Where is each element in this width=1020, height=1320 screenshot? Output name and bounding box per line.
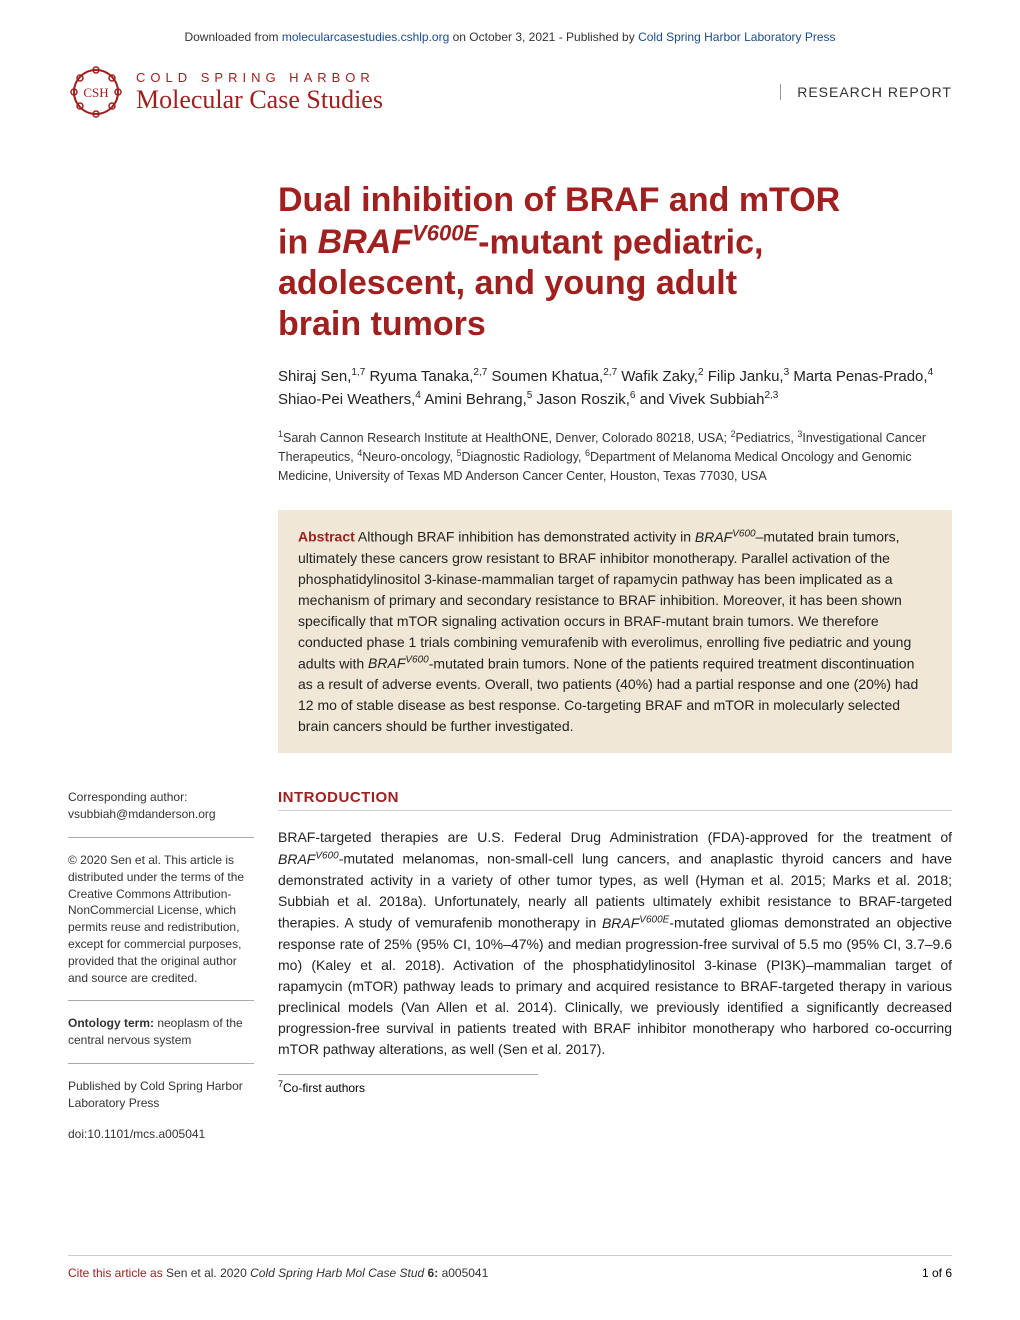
abstract-box: Abstract Although BRAF inhibition has de… bbox=[278, 510, 952, 753]
citation: Cite this article as Sen et al. 2020 Col… bbox=[68, 1266, 488, 1280]
corresponding-author: Corresponding author: vsubbiah@mdanderso… bbox=[68, 789, 254, 823]
introduction-heading: INTRODUCTION bbox=[278, 789, 952, 811]
journal-logo: CSH COLD SPRING HARBOR Molecular Case St… bbox=[68, 64, 383, 120]
page-header: CSH COLD SPRING HARBOR Molecular Case St… bbox=[68, 64, 952, 120]
copyright-notice: © 2020 Sen et al. This article is distri… bbox=[68, 852, 254, 986]
doi: doi:10.1101/mcs.a005041 bbox=[68, 1126, 254, 1143]
ontology-term: Ontology term: neoplasm of the central n… bbox=[68, 1015, 254, 1049]
introduction-body: BRAF-targeted therapies are U.S. Federal… bbox=[278, 827, 952, 1059]
report-type-label: RESEARCH REPORT bbox=[780, 84, 952, 100]
logo-text-top: COLD SPRING HARBOR bbox=[136, 70, 383, 85]
banner-prefix: Downloaded from bbox=[184, 30, 281, 44]
cofirst-authors-note: 7Co-first authors bbox=[278, 1074, 538, 1095]
published-by: Published by Cold Spring Harbor Laborato… bbox=[68, 1078, 254, 1112]
sidebar: Corresponding author: vsubbiah@mdanderso… bbox=[68, 789, 254, 1156]
article-title: Dual inhibition of BRAF and mTOR in BRAF… bbox=[278, 180, 952, 345]
csh-logo-icon: CSH bbox=[68, 64, 124, 120]
svg-text:CSH: CSH bbox=[83, 85, 108, 100]
page-number: 1 of 6 bbox=[922, 1266, 952, 1280]
abstract-label: Abstract bbox=[298, 529, 355, 545]
page-footer: Cite this article as Sen et al. 2020 Col… bbox=[68, 1255, 952, 1280]
banner-link-publisher[interactable]: Cold Spring Harbor Laboratory Press bbox=[638, 30, 835, 44]
logo-text-bottom: Molecular Case Studies bbox=[136, 85, 383, 115]
affiliations: 1Sarah Cannon Research Institute at Heal… bbox=[278, 428, 952, 487]
banner-middle: on October 3, 2021 - Published by bbox=[449, 30, 638, 44]
download-banner: Downloaded from molecularcasestudies.csh… bbox=[68, 30, 952, 44]
abstract-body: Although BRAF inhibition has demonstrate… bbox=[298, 529, 918, 735]
banner-link-source[interactable]: molecularcasestudies.cshlp.org bbox=[282, 30, 449, 44]
author-list: Shiraj Sen,1,7 Ryuma Tanaka,2,7 Soumen K… bbox=[278, 365, 952, 412]
